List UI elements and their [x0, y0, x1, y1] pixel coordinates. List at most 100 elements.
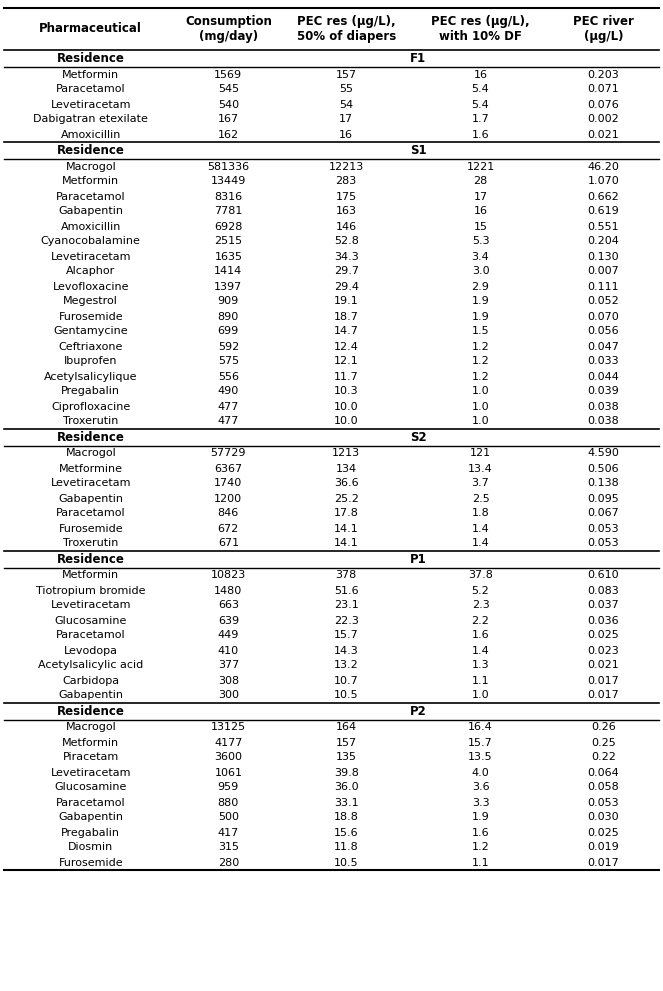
Bar [4, 688, 659, 703]
Text: 4.590: 4.590 [587, 449, 619, 459]
Text: 134: 134 [335, 464, 357, 474]
Bar [4, 613, 659, 628]
Text: 0.033: 0.033 [587, 357, 619, 367]
Text: 0.053: 0.053 [587, 798, 619, 808]
Text: 15: 15 [473, 222, 487, 232]
Text: 959: 959 [217, 783, 239, 793]
Text: Metformin: Metformin [62, 176, 119, 186]
Text: 39.8: 39.8 [333, 767, 359, 778]
Text: Acetylsalicylic acid: Acetylsalicylic acid [38, 660, 143, 671]
Text: 37.8: 37.8 [468, 571, 493, 581]
Text: Metformin: Metformin [62, 69, 119, 79]
Text: 12213: 12213 [329, 162, 364, 171]
Text: 54: 54 [339, 99, 353, 109]
Text: 308: 308 [217, 676, 239, 686]
Text: 1.1: 1.1 [471, 857, 489, 867]
Text: 15.7: 15.7 [468, 737, 493, 747]
Text: 3600: 3600 [214, 752, 243, 762]
Text: 0.26: 0.26 [591, 722, 616, 732]
Text: 1061: 1061 [214, 767, 243, 778]
Text: 1635: 1635 [214, 252, 243, 262]
Text: 1.4: 1.4 [471, 523, 489, 533]
Text: 0.017: 0.017 [587, 691, 619, 701]
Text: Furosemide: Furosemide [58, 523, 123, 533]
Text: 1.0: 1.0 [471, 386, 489, 396]
Text: 3.0: 3.0 [471, 267, 489, 276]
Bar [4, 294, 659, 309]
Text: Paracetamol: Paracetamol [56, 798, 125, 808]
Text: Metformine: Metformine [59, 464, 123, 474]
Text: Troxerutin: Troxerutin [63, 416, 119, 426]
Text: 3.3: 3.3 [471, 798, 489, 808]
Bar [4, 795, 659, 810]
Text: Acetylsalicylique: Acetylsalicylique [44, 372, 137, 382]
Bar [4, 204, 659, 219]
Text: 10823: 10823 [211, 571, 246, 581]
Text: 592: 592 [217, 342, 239, 352]
Text: 46.20: 46.20 [587, 162, 619, 171]
Bar [4, 369, 659, 384]
Text: 0.047: 0.047 [587, 342, 619, 352]
Text: 16: 16 [473, 206, 487, 216]
Text: 1.6: 1.6 [471, 630, 489, 640]
Bar [4, 324, 659, 339]
Bar [4, 249, 659, 264]
Text: 0.007: 0.007 [587, 267, 619, 276]
Text: 28: 28 [473, 176, 488, 186]
Text: 157: 157 [335, 69, 357, 79]
Text: F1: F1 [410, 52, 426, 65]
Bar [4, 521, 659, 536]
Text: Ceftriaxone: Ceftriaxone [58, 342, 123, 352]
Text: 0.083: 0.083 [587, 586, 619, 596]
Text: PEC res (μg/L),
with 10% DF: PEC res (μg/L), with 10% DF [431, 15, 530, 43]
Bar [4, 855, 659, 870]
Bar [4, 673, 659, 688]
Text: Macrogol: Macrogol [66, 162, 116, 171]
Text: 1221: 1221 [466, 162, 495, 171]
Text: 164: 164 [335, 722, 357, 732]
Text: 3.7: 3.7 [471, 479, 489, 489]
Text: Metformin: Metformin [62, 737, 119, 747]
Text: 167: 167 [217, 115, 239, 125]
Text: Tiotropium bromide: Tiotropium bromide [36, 586, 146, 596]
Bar [4, 189, 659, 204]
Bar [4, 67, 659, 82]
Text: 5.4: 5.4 [471, 84, 489, 94]
Text: Levodopa: Levodopa [64, 645, 118, 655]
Text: 36.0: 36.0 [334, 783, 359, 793]
Text: 417: 417 [217, 827, 239, 837]
Text: 0.111: 0.111 [587, 281, 619, 291]
Text: 1.0: 1.0 [471, 691, 489, 701]
Text: Troxerutin: Troxerutin [63, 538, 119, 548]
Text: Piracetam: Piracetam [63, 752, 119, 762]
Text: 10.0: 10.0 [334, 401, 359, 411]
Text: 0.506: 0.506 [587, 464, 619, 474]
Text: 1.2: 1.2 [471, 372, 489, 382]
Text: 0.036: 0.036 [587, 615, 619, 625]
Text: Paracetamol: Paracetamol [56, 508, 125, 518]
Text: 1.7: 1.7 [471, 115, 489, 125]
Text: 315: 315 [218, 842, 239, 852]
Text: 0.019: 0.019 [587, 842, 619, 852]
Bar [4, 750, 659, 765]
Text: 449: 449 [217, 630, 239, 640]
Text: 2.5: 2.5 [471, 494, 489, 503]
Text: 16: 16 [473, 69, 487, 79]
Text: 13.2: 13.2 [334, 660, 359, 671]
Text: Levetiracetam: Levetiracetam [50, 767, 131, 778]
Text: 1.9: 1.9 [471, 813, 489, 823]
Text: 0.138: 0.138 [587, 479, 619, 489]
Text: 0.551: 0.551 [587, 222, 619, 232]
Text: 10.5: 10.5 [334, 691, 359, 701]
Text: 8316: 8316 [214, 191, 243, 201]
Bar [4, 825, 659, 840]
Text: 0.039: 0.039 [587, 386, 619, 396]
Bar [4, 127, 659, 142]
Text: Dabigatran etexilate: Dabigatran etexilate [33, 115, 149, 125]
Text: Megestrol: Megestrol [64, 296, 118, 306]
Text: Residence: Residence [57, 431, 125, 444]
Text: 1.8: 1.8 [471, 508, 489, 518]
Text: 0.662: 0.662 [587, 191, 619, 201]
Text: 12.4: 12.4 [333, 342, 359, 352]
Text: Gabapentin: Gabapentin [58, 691, 123, 701]
